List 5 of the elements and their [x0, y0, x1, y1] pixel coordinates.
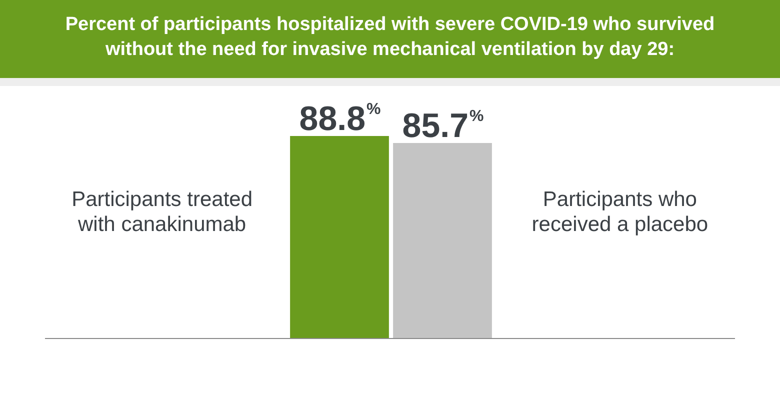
x-tick-label: Participants who received a placebo [532, 188, 708, 236]
chart-title: Percent of participants hospitalized with severe COVID-19 who survived without the need for invasive mechanical ventilation by day 29: [0, 0, 780, 86]
x-tick-label: Participants treated with canakinumab [72, 188, 253, 236]
data-label: 88.8% [299, 100, 381, 138]
data-label: 85.7% [402, 107, 484, 146]
